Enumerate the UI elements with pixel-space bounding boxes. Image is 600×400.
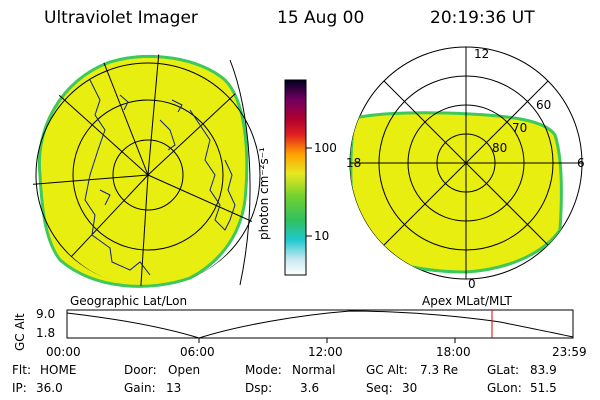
- alt-x-tick: 18:00: [436, 345, 471, 359]
- info-gain-key: Gain:: [124, 381, 156, 395]
- info-door-value: Open: [168, 363, 201, 377]
- date-label: 15 Aug 00: [277, 8, 365, 28]
- geographic-image: [32, 54, 261, 288]
- alt-y-bottom: 1.8: [36, 326, 56, 340]
- info-ip-key: IP:: [12, 381, 27, 395]
- polar-mlt-plot: [349, 46, 583, 280]
- alt-x-tick: 23:59: [552, 345, 587, 359]
- info-gcalt-key: GC Alt:: [366, 363, 408, 377]
- info-glat-value: 83.9: [530, 363, 557, 377]
- mlt-label-0: 0: [468, 277, 476, 291]
- apex-caption: Apex MLat/MLT: [422, 294, 512, 308]
- mlt-label-6: 6: [577, 156, 585, 170]
- info-glon-key: GLon:: [487, 381, 522, 395]
- instrument-title: Ultraviolet Imager: [44, 8, 198, 28]
- time-label: 20:19:36 UT: [430, 8, 535, 28]
- info-mode-key: Mode:: [245, 363, 282, 377]
- info-seq-value: 30: [402, 381, 418, 395]
- info-dsp-value: 3.6: [300, 381, 320, 395]
- mlat-ring-70: 70: [512, 121, 528, 135]
- alt-x-tick: 06:00: [180, 345, 215, 359]
- info-gain-value: 13: [166, 381, 182, 395]
- mlat-ring-60: 60: [536, 98, 552, 112]
- info-seq-key: Seq:: [366, 381, 393, 395]
- info-mode-value: Normal: [292, 363, 336, 377]
- info-glon-value: 51.5: [530, 381, 557, 395]
- mlat-ring-80: 80: [492, 141, 508, 155]
- mlt-label-18: 18: [346, 156, 362, 170]
- gc-alt-axis-label: GC Alt: [13, 313, 27, 351]
- alt-x-tick: 12:00: [308, 345, 343, 359]
- info-dsp-key: Dsp:: [245, 381, 273, 395]
- colorbar-units: photon cm⁻²s⁻¹: [257, 147, 271, 240]
- info-glat-key: GLat:: [487, 363, 520, 377]
- mlt-label-12: 12: [474, 47, 490, 61]
- info-flt-value: HOME: [40, 363, 77, 377]
- geographic-caption: Geographic Lat/Lon: [70, 294, 188, 308]
- colorbar: [284, 79, 307, 276]
- info-gcalt-value: 7.3 Re: [420, 363, 459, 377]
- info-door-key: Door:: [124, 363, 157, 377]
- altitude-plot: [66, 309, 574, 343]
- info-ip-value: 36.0: [36, 381, 63, 395]
- alt-y-top: 9.0: [36, 307, 56, 321]
- alt-x-tick: 00:00: [46, 345, 81, 359]
- colorbar-tick-100: 100: [314, 141, 337, 155]
- colorbar-tick-10: 10: [314, 229, 330, 243]
- info-flt-key: Flt:: [12, 363, 31, 377]
